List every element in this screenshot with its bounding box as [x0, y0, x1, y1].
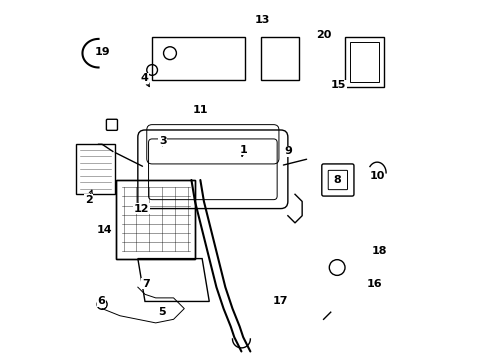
Text: 15: 15: [331, 80, 346, 90]
Text: 5: 5: [158, 307, 166, 317]
Text: 16: 16: [367, 279, 382, 289]
Text: 4: 4: [140, 73, 148, 83]
Text: 6: 6: [98, 296, 105, 306]
Text: 7: 7: [142, 279, 149, 289]
Text: 12: 12: [134, 203, 149, 213]
Text: 13: 13: [254, 15, 270, 25]
Text: 2: 2: [85, 195, 93, 204]
Text: 20: 20: [316, 30, 331, 40]
Text: 14: 14: [97, 225, 113, 235]
Text: 1: 1: [239, 145, 247, 155]
Text: 8: 8: [333, 175, 341, 185]
Text: 9: 9: [284, 147, 292, 157]
Text: 18: 18: [371, 247, 387, 256]
Text: 11: 11: [193, 105, 208, 115]
Text: 17: 17: [272, 296, 288, 306]
Text: 3: 3: [159, 136, 167, 146]
Text: 10: 10: [369, 171, 385, 181]
Text: 19: 19: [94, 47, 110, 57]
